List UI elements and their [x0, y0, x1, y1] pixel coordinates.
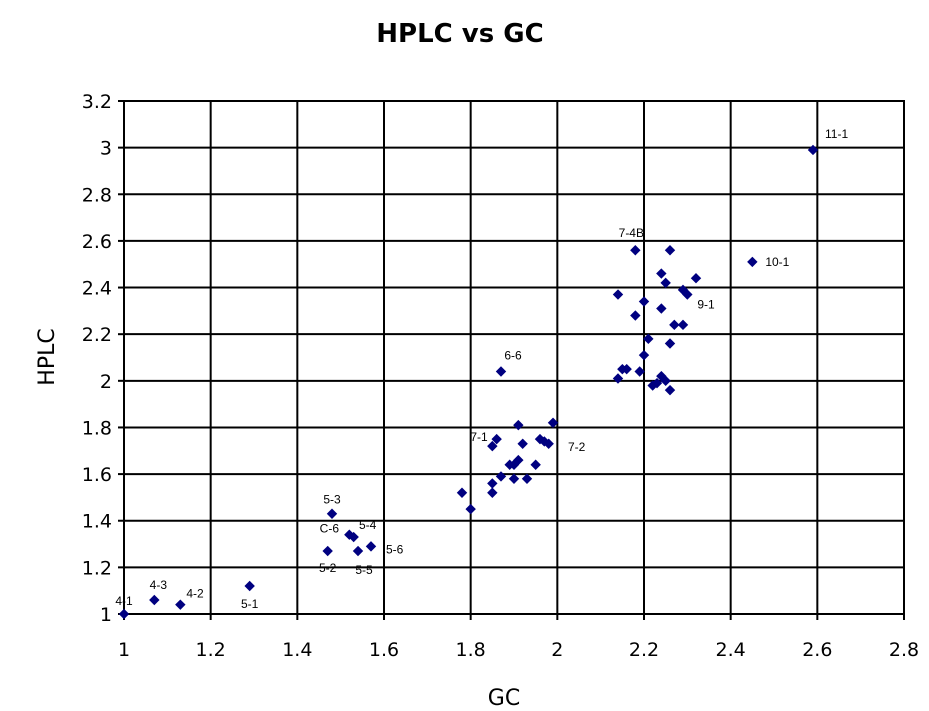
point-label: 5-2 — [319, 561, 337, 575]
chart-title: HPLC vs GC — [376, 19, 543, 49]
data-point — [487, 440, 498, 452]
point-label: 5-5 — [355, 563, 373, 577]
data-point — [244, 580, 255, 592]
y-tick-label: 2 — [100, 371, 112, 393]
point-label: 9-1 — [697, 298, 715, 312]
data-point — [513, 454, 524, 466]
point-label: 10-1 — [765, 255, 789, 269]
data-point — [495, 471, 507, 482]
data-points — [118, 144, 819, 620]
data-point — [682, 289, 693, 300]
y-tick-label: 1.8 — [82, 417, 112, 439]
y-tick-label: 1 — [100, 604, 112, 626]
y-tick-label: 1.6 — [82, 464, 112, 486]
data-point — [487, 487, 498, 498]
data-point — [491, 433, 502, 445]
data-point — [513, 419, 524, 431]
point-label: C-6 — [320, 522, 340, 536]
point-label: 11-1 — [825, 127, 848, 141]
point-label: 7-1 — [470, 430, 488, 444]
point-label: 6-6 — [504, 348, 522, 362]
data-point — [664, 384, 676, 396]
data-point — [643, 333, 654, 345]
data-point — [621, 363, 632, 375]
x-tick-label: 1.4 — [282, 639, 312, 661]
data-point — [322, 545, 333, 557]
data-point — [690, 273, 702, 284]
y-tick-label: 1.4 — [82, 511, 112, 533]
x-tick-label: 1.2 — [196, 639, 226, 661]
data-point — [352, 545, 364, 557]
point-label: 7-2 — [568, 440, 586, 454]
point-label: 5-3 — [323, 493, 341, 507]
y-tick-label: 1.2 — [82, 557, 112, 579]
data-point — [630, 245, 641, 256]
data-point — [530, 459, 541, 470]
tick-labels: 1 1.2 1.4 1.6 1.8 2 2.2 2.4 2.6 2.8 1 1.2 1.4 1.6 1.8 2… — [82, 91, 919, 661]
y-tick-label: 3 — [100, 138, 112, 160]
data-point — [660, 277, 671, 289]
x-tick-label: 2.8 — [889, 639, 919, 661]
data-point — [495, 366, 507, 377]
data-point — [664, 338, 676, 349]
x-tick-label: 2.2 — [629, 639, 659, 661]
data-point — [487, 478, 498, 489]
x-tick-label: 1.8 — [456, 639, 486, 661]
data-point — [634, 366, 645, 377]
y-tick-label: 2.8 — [82, 184, 112, 206]
data-point — [456, 487, 468, 498]
data-point — [508, 473, 520, 484]
x-tick-label: 2.4 — [716, 639, 746, 661]
point-label: 5-4 — [359, 518, 377, 532]
point-label: 5-6 — [386, 542, 404, 556]
data-point — [656, 268, 667, 279]
point-label: 4-2 — [186, 587, 204, 601]
data-point — [664, 245, 676, 256]
x-tick-label: 2 — [551, 639, 563, 661]
data-point — [149, 594, 160, 606]
data-point — [326, 508, 338, 519]
x-axis-title: GC — [488, 686, 520, 711]
data-point — [807, 144, 819, 156]
point-label: 4-3 — [150, 578, 168, 592]
data-point — [543, 438, 554, 449]
data-point — [118, 608, 130, 620]
point-label: 4-1 — [115, 594, 133, 608]
point-label: 5-1 — [241, 597, 259, 611]
data-point — [465, 503, 476, 515]
y-tick-label: 2.4 — [82, 278, 112, 300]
data-point — [612, 373, 624, 384]
data-point — [677, 319, 689, 331]
y-tick-label: 2.6 — [82, 231, 112, 253]
data-point — [612, 289, 624, 300]
y-tick-label: 2.2 — [82, 324, 112, 346]
data-point — [630, 310, 641, 321]
data-point — [669, 319, 680, 331]
data-point — [660, 375, 671, 387]
data-point — [547, 417, 559, 428]
data-point — [638, 349, 650, 361]
y-axis-title: HPLC — [35, 328, 60, 385]
x-tick-label: 2.6 — [802, 639, 832, 661]
data-point — [175, 599, 186, 610]
data-point — [638, 296, 650, 307]
data-point — [517, 438, 528, 449]
point-label: 7-4B — [619, 226, 644, 240]
data-point — [747, 256, 758, 268]
data-point — [656, 303, 667, 314]
data-point — [365, 541, 377, 552]
point-annotations: 4-1 4-3 4-2 5-1 5-3 C-6 5-4 5-2 5-5 5-6 6-6 7-1 7-2 7… — [115, 127, 848, 611]
y-tick-label: 3.2 — [82, 91, 112, 113]
plot-frame — [123, 100, 905, 615]
x-tick-label: 1.6 — [369, 639, 399, 661]
data-point — [521, 473, 533, 484]
data-point — [651, 377, 663, 389]
x-tick-label: 1 — [118, 639, 130, 661]
data-point — [348, 531, 359, 543]
